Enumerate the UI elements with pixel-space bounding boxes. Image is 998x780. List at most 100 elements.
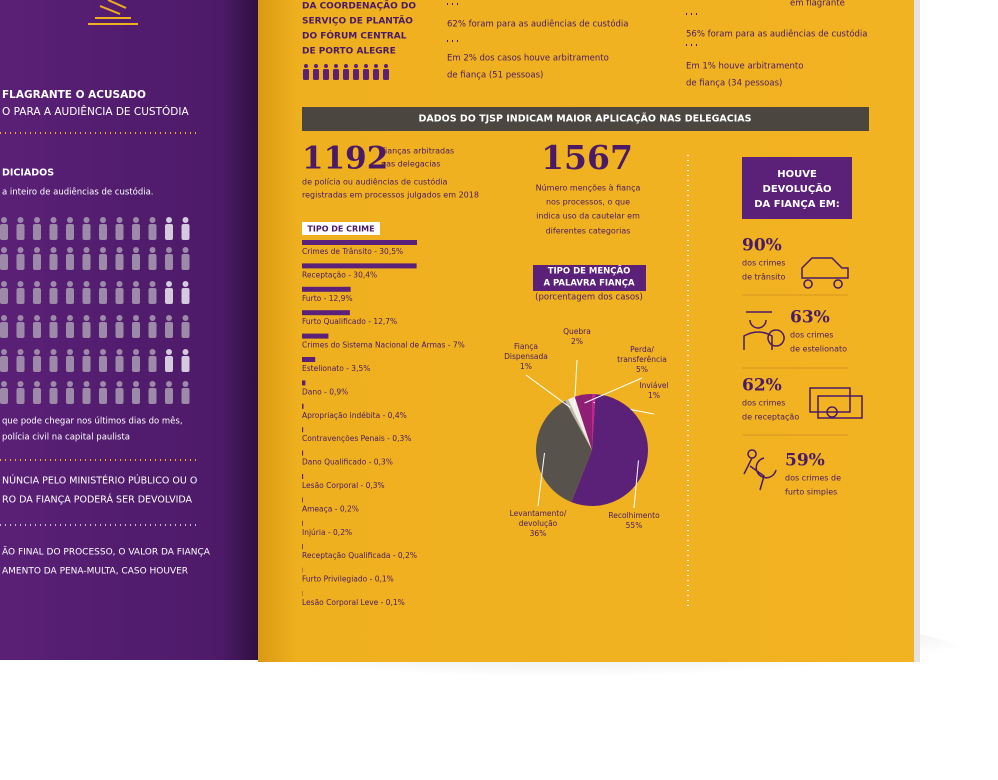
person-icon <box>373 69 379 80</box>
person-icon <box>148 388 157 404</box>
person-icon <box>0 322 8 338</box>
slice-value: 55% <box>626 521 643 530</box>
person-icon <box>165 356 173 372</box>
person-icon <box>343 69 349 80</box>
runner-icon <box>743 449 777 491</box>
leader-line <box>584 377 643 404</box>
person-icon <box>303 69 309 80</box>
person-icon <box>34 315 40 321</box>
person-icon <box>116 349 123 355</box>
bar-label: Apropriação indébita - 0,4% <box>302 411 407 420</box>
slice-label: Recolhimento <box>608 511 660 520</box>
person-icon <box>49 224 58 240</box>
text: de trânsito <box>742 273 785 282</box>
person-icon <box>49 356 58 372</box>
person-icon <box>313 69 319 80</box>
text: diferentes categorias <box>546 227 631 236</box>
person-icon <box>323 69 329 80</box>
bar-label: Crimes de Trânsito - 30,5% <box>302 247 403 256</box>
person-icon <box>353 69 359 80</box>
text: FLAGRANTE O ACUSADO <box>2 89 146 101</box>
person-icon <box>133 281 139 287</box>
text: DEVOLUÇÃO <box>763 182 832 195</box>
text: NÚNCIA PELO MINISTÉRIO PÚBLICO OU O <box>2 475 197 487</box>
person-icon <box>17 247 24 253</box>
percent: 62% <box>742 376 782 396</box>
slice-label: Quebra <box>563 327 591 336</box>
text: dos crimes <box>742 399 785 408</box>
person-icon <box>83 281 90 287</box>
bar <box>302 403 304 409</box>
person-icon <box>50 217 57 223</box>
person-icon <box>181 288 190 304</box>
person-icon <box>34 381 40 387</box>
bar <box>302 474 304 479</box>
person-icon <box>100 349 106 355</box>
person-icon <box>16 254 25 270</box>
person-icon <box>132 224 140 240</box>
person-icon <box>115 288 124 304</box>
person-icon <box>17 315 24 321</box>
person-icon <box>165 388 173 404</box>
person-icon <box>182 281 189 287</box>
crime-title-box <box>302 222 380 235</box>
person-icon <box>82 388 91 404</box>
person-icon <box>66 356 74 372</box>
person-icon <box>165 322 173 338</box>
person-icon <box>67 281 73 287</box>
text: Número menções à fiança <box>536 184 641 193</box>
slice-label: Inviável <box>639 381 668 390</box>
text: Em 1% houve arbitramento <box>686 62 803 72</box>
bar-label: Dano Qualificado - 0,3% <box>302 458 393 467</box>
person-icon <box>50 349 57 355</box>
person-icon <box>1 281 7 287</box>
bar <box>302 450 304 456</box>
person-icon <box>16 356 25 372</box>
person-icon <box>116 381 123 387</box>
person-icon <box>17 349 24 355</box>
bar-label: Lesão Corporal - 0,3% <box>302 481 385 490</box>
person-icon <box>182 217 189 223</box>
text: 56% foram para as audiências de custódia <box>686 29 867 40</box>
text: nos processos, o que <box>546 198 630 207</box>
person-icon <box>166 217 172 223</box>
person-icon <box>133 247 139 253</box>
person-icon <box>149 315 156 321</box>
bar-label: Ameaça - 0,2% <box>302 504 359 513</box>
person-icon <box>0 356 8 372</box>
person-icon <box>181 388 190 404</box>
text: ÃO FINAL DO PROCESSO, O VALOR DA FIANÇA <box>2 547 211 558</box>
person-icon <box>149 217 156 223</box>
person-icon <box>132 288 140 304</box>
slice-label: Perda/ <box>630 345 654 354</box>
banner-text: DADOS DO TJSP INDICAM MAIOR APLICAÇÃO NA… <box>419 114 752 125</box>
person-icon <box>82 322 91 338</box>
car-icon <box>801 257 849 289</box>
percent: 59% <box>785 451 825 471</box>
person-icon <box>166 381 172 387</box>
person-icon <box>82 254 91 270</box>
pie-slice <box>565 399 592 450</box>
person-icon <box>304 64 308 68</box>
text: DE PORTO ALEGRE <box>302 47 396 57</box>
bar <box>302 240 417 245</box>
person-icon <box>34 247 40 253</box>
person-icon <box>49 254 58 270</box>
person-icon <box>132 322 140 338</box>
text: dos crimes <box>790 331 833 340</box>
text: dos crimes de <box>785 474 841 483</box>
person-icon <box>100 381 106 387</box>
person-icon <box>116 217 123 223</box>
person-icon <box>50 281 57 287</box>
person-icon <box>49 288 58 304</box>
person-icon <box>66 224 74 240</box>
bar <box>302 544 303 550</box>
slice-label: transferência <box>617 355 667 364</box>
person-icon <box>99 322 107 338</box>
person-icon <box>17 281 24 287</box>
person-icon <box>166 315 172 321</box>
person-icon <box>149 281 156 287</box>
person-icon <box>100 315 106 321</box>
person-icon <box>0 254 8 270</box>
pie-slice <box>568 396 592 450</box>
